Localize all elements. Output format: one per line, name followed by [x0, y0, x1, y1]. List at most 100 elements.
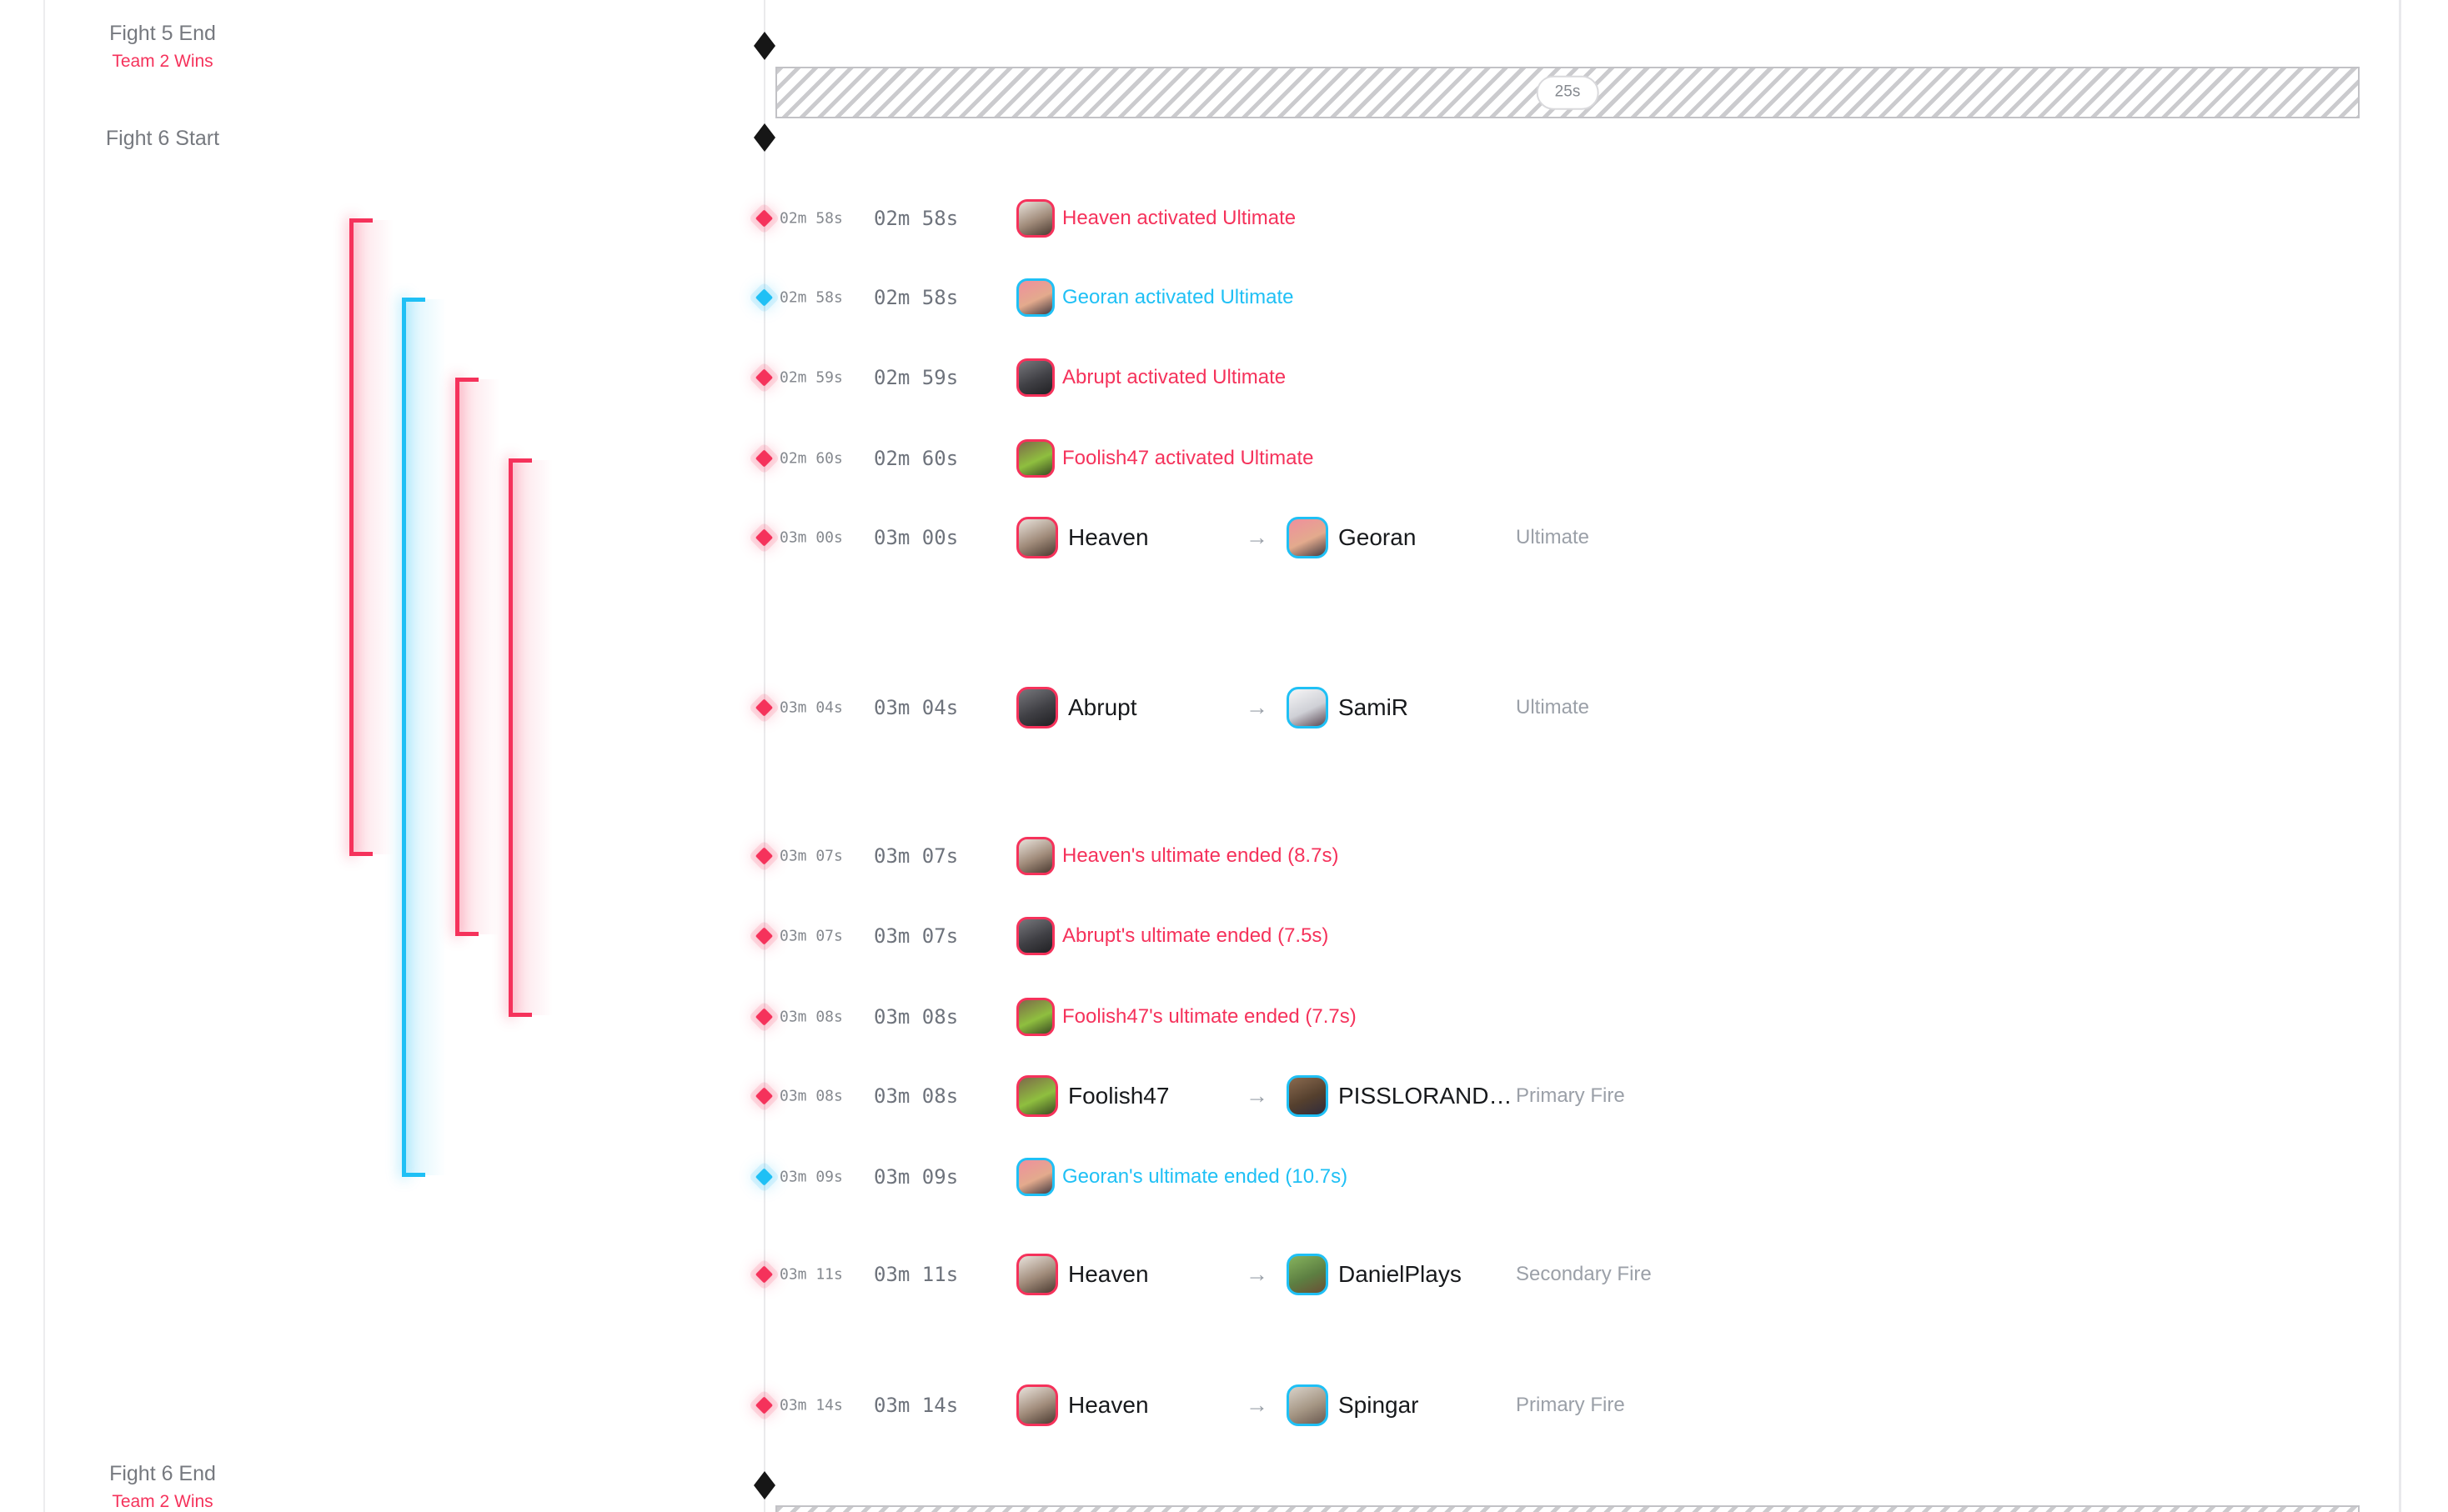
- avatar-abrupt[interactable]: [1016, 358, 1055, 397]
- avatar-heaven[interactable]: [1016, 517, 1058, 558]
- ultimate-bar-end-cap: [509, 1013, 532, 1017]
- ultimate-bar-line: [402, 298, 406, 1177]
- timeline-diamond-icon-blue: [755, 1168, 774, 1186]
- ultimate-bar-end-cap: [402, 1173, 425, 1177]
- timestamp-small: 02m 58s: [780, 209, 843, 228]
- timestamp-small: 03m 14s: [780, 1396, 843, 1414]
- kill-row[interactable]: 03m 11s 03m 11s Heaven → DanielPlays Secondar…: [0, 1251, 2448, 1298]
- kill-row[interactable]: 03m 08s 03m 08s Foolish47 → PISSLORAND… Prima…: [0, 1073, 2448, 1119]
- kill-arrow-icon: →: [1246, 524, 1268, 550]
- fight-marker-label: Fight 6 End Team 2 Wins: [25, 1461, 300, 1512]
- target-player-name: PISSLORAND…: [1338, 1083, 1512, 1109]
- timestamp-large: 03m 07s: [874, 844, 959, 868]
- event-row[interactable]: 02m 60s 02m 60s Foolish47 activated Ultima…: [0, 435, 2448, 482]
- avatar-heaven[interactable]: [1016, 199, 1055, 238]
- ultimate-duration-bar-abrupt: [455, 378, 502, 936]
- kill-row[interactable]: 03m 14s 03m 14s Heaven → Spingar Primary Fire: [0, 1382, 2448, 1429]
- event-text: Heaven activated Ultimate: [1062, 207, 1297, 229]
- source-player-name: Foolish47: [1068, 1083, 1170, 1109]
- timestamp-large: 03m 04s: [874, 696, 959, 719]
- event-row[interactable]: 02m 58s 02m 58s Georan activated Ultimate: [0, 274, 2448, 321]
- event-row[interactable]: 02m 59s 02m 59s Abrupt activated Ultimate: [0, 354, 2448, 401]
- timestamp-small: 03m 09s: [780, 1168, 843, 1186]
- avatar-samir[interactable]: [1287, 687, 1328, 728]
- source-player-name: Heaven: [1068, 1261, 1149, 1287]
- ultimate-bar-start-cap: [509, 458, 532, 463]
- timestamp-small: 03m 08s: [780, 1087, 843, 1105]
- timeline-diamond-icon-red: [755, 368, 774, 387]
- target-player-name: DanielPlays: [1338, 1261, 1462, 1287]
- timestamp-small: 03m 11s: [780, 1265, 843, 1284]
- event-row[interactable]: 03m 08s 03m 08s Foolish47's ultimate ended…: [0, 994, 2448, 1040]
- avatar-heaven[interactable]: [1016, 837, 1055, 875]
- fight-title: Fight 5 End: [109, 22, 216, 45]
- event-row[interactable]: 02m 58s 02m 58s Heaven activated Ultimate: [0, 195, 2448, 242]
- panel-divider-left: [43, 0, 45, 1512]
- timestamp-large: 02m 58s: [874, 286, 959, 309]
- avatar-pisslorand[interactable]: [1287, 1075, 1328, 1117]
- event-text: Abrupt activated Ultimate: [1062, 366, 1287, 388]
- kill-ability-label: Ultimate: [1516, 696, 1590, 718]
- timestamp-large: 02m 58s: [874, 207, 959, 230]
- avatar-foolish47[interactable]: [1016, 439, 1055, 478]
- kill-arrow-icon: →: [1246, 1083, 1268, 1109]
- event-text: Foolish47's ultimate ended (7.7s): [1062, 1005, 1357, 1028]
- timestamp-small: 03m 07s: [780, 927, 843, 945]
- avatar-heaven[interactable]: [1016, 1384, 1058, 1426]
- avatar-abrupt[interactable]: [1016, 917, 1055, 955]
- avatar-georan[interactable]: [1016, 278, 1055, 317]
- timeline-diamond-icon-red: [755, 528, 774, 547]
- kill-row[interactable]: 03m 00s 03m 00s Heaven → Georan Ultimate: [0, 514, 2448, 561]
- event-row[interactable]: 03m 07s 03m 07s Heaven's ultimate ended (8…: [0, 833, 2448, 879]
- avatar-georan[interactable]: [1287, 517, 1328, 558]
- timestamp-large: 03m 08s: [874, 1084, 959, 1108]
- timestamp-large: 03m 14s: [874, 1394, 959, 1417]
- timestamp-small: 02m 58s: [780, 288, 843, 307]
- timestamp-large: 03m 11s: [874, 1263, 959, 1286]
- event-row[interactable]: 03m 09s 03m 09s Georan's ultimate ended (1…: [0, 1154, 2448, 1200]
- fight-end-diamond-icon: [754, 1471, 775, 1499]
- timestamp-small: 02m 60s: [780, 449, 843, 468]
- timestamp-small: 03m 07s: [780, 847, 843, 865]
- kill-arrow-icon: →: [1246, 694, 1268, 720]
- kill-ability-label: Ultimate: [1516, 526, 1590, 548]
- avatar-foolish47[interactable]: [1016, 998, 1055, 1036]
- avatar-spingar[interactable]: [1287, 1384, 1328, 1426]
- timeline-diamond-icon-red: [755, 209, 774, 228]
- fight-winner: Team 2 Wins: [112, 52, 213, 71]
- ultimate-bar-line: [455, 378, 459, 936]
- timeline-diamond-icon-red: [755, 449, 774, 468]
- kill-arrow-icon: →: [1246, 1261, 1268, 1287]
- timestamp-small: 03m 04s: [780, 698, 843, 717]
- event-text: Foolish47 activated Ultimate: [1062, 447, 1314, 469]
- source-player-name: Heaven: [1068, 524, 1149, 550]
- timestamp-small: 03m 00s: [780, 528, 843, 547]
- avatar-foolish47[interactable]: [1016, 1075, 1058, 1117]
- ultimate-duration-bar-foolish47: [509, 458, 555, 1017]
- time-gap-bar-bottom: [775, 1505, 2360, 1512]
- event-text: Georan's ultimate ended (10.7s): [1062, 1165, 1348, 1188]
- ultimate-bar-end-cap: [349, 852, 373, 856]
- avatar-danielplays[interactable]: [1287, 1254, 1328, 1295]
- timeline-diamond-icon-red: [755, 698, 774, 717]
- avatar-georan[interactable]: [1016, 1158, 1055, 1196]
- ultimate-bar-fill: [459, 379, 499, 934]
- ultimate-bar-start-cap: [455, 378, 479, 382]
- fight-title: Fight 6 End: [109, 1462, 216, 1485]
- timestamp-large: 03m 00s: [874, 526, 959, 549]
- ultimate-bar-start-cap: [402, 298, 425, 302]
- event-row[interactable]: 03m 07s 03m 07s Abrupt's ultimate ended (7…: [0, 913, 2448, 959]
- timeline-diamond-icon-red: [755, 1008, 774, 1026]
- event-text: Georan activated Ultimate: [1062, 286, 1294, 308]
- ultimate-duration-bar-georan: [402, 298, 449, 1177]
- timestamp-small: 02m 59s: [780, 368, 843, 387]
- timeline-diamond-icon-blue: [755, 288, 774, 307]
- fight-title: Fight 6 Start: [105, 127, 220, 150]
- timestamp-small: 03m 08s: [780, 1008, 843, 1026]
- time-gap-bar: 25s: [775, 67, 2360, 118]
- avatar-abrupt[interactable]: [1016, 687, 1058, 728]
- avatar-heaven[interactable]: [1016, 1254, 1058, 1295]
- kill-row[interactable]: 03m 04s 03m 04s Abrupt → SamiR Ultimate: [0, 684, 2448, 731]
- ultimate-bar-fill: [513, 460, 553, 1015]
